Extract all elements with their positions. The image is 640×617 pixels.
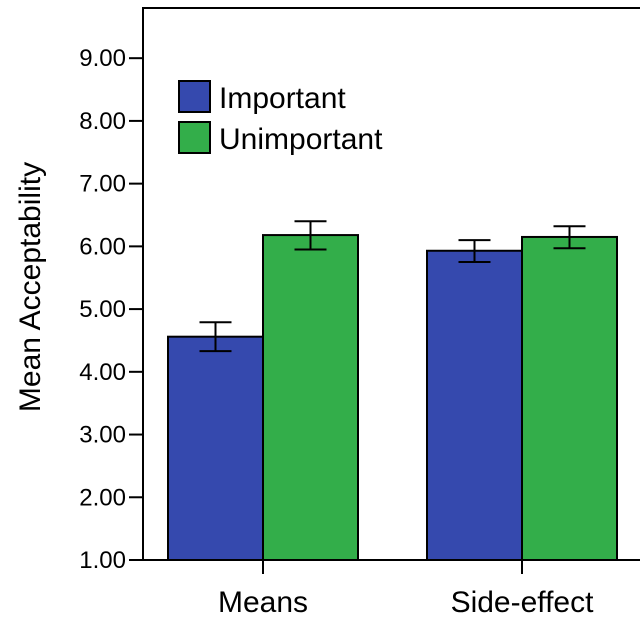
error-bars-layer bbox=[199, 220, 586, 353]
plot-border bbox=[142, 7, 640, 560]
legend-label-unimportant: Unimportant bbox=[219, 123, 383, 156]
x-tick-label: Means bbox=[218, 586, 308, 617]
bar-unimportant-side-effect bbox=[521, 235, 618, 561]
legend-swatch-unimportant bbox=[178, 121, 211, 154]
plot-frame bbox=[142, 7, 640, 560]
bar-unimportant-means bbox=[262, 234, 359, 561]
y-tick-label: 1.00 bbox=[79, 547, 126, 574]
y-tick-label: 4.00 bbox=[79, 359, 126, 386]
y-tick-label: 6.00 bbox=[79, 233, 126, 260]
x-tick-label: Side-effect bbox=[451, 586, 595, 617]
bar-important-side-effect bbox=[426, 249, 523, 561]
bars-layer bbox=[167, 234, 618, 562]
y-tick-label: 5.00 bbox=[79, 296, 126, 323]
y-axis: 1.00 2.00 3.00 4.00 5.00 6.00 7.00 8.00 9.00 bbox=[79, 45, 143, 574]
legend: Important Unimportant bbox=[178, 80, 383, 156]
y-tick-label: 7.00 bbox=[79, 171, 126, 198]
y-tick-label: 8.00 bbox=[79, 108, 126, 135]
y-tick-label: 3.00 bbox=[79, 422, 126, 449]
legend-label-important: Important bbox=[219, 82, 346, 115]
bar-important-means bbox=[167, 335, 264, 562]
y-tick-label: 2.00 bbox=[79, 484, 126, 511]
y-tick-label: 9.00 bbox=[79, 45, 126, 72]
x-axis: Means Side-effect bbox=[143, 559, 640, 617]
y-axis-title: Mean Acceptability bbox=[14, 162, 47, 412]
legend-swatch-important bbox=[178, 80, 211, 113]
